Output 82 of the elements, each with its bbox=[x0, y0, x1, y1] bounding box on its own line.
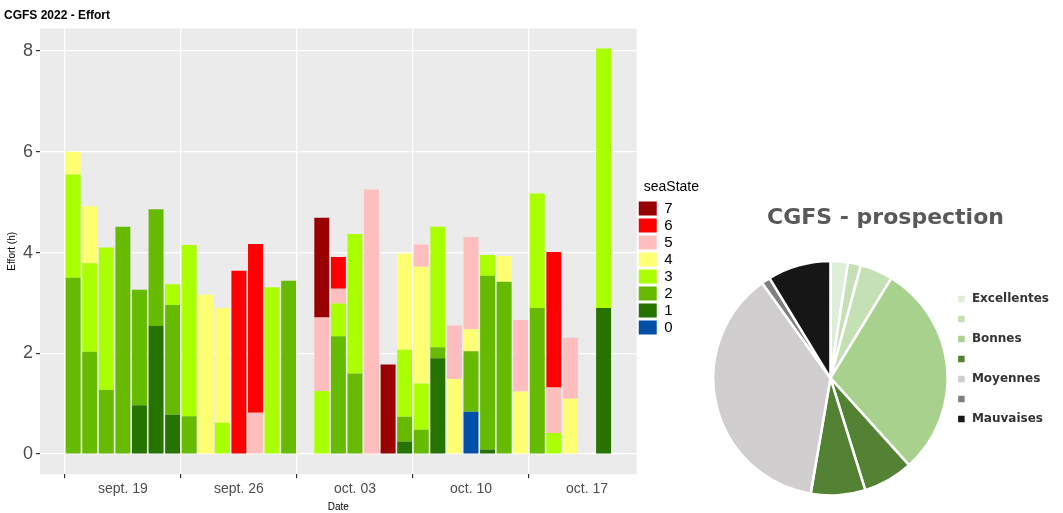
x-tick-label: oct. 10 bbox=[449, 480, 493, 497]
bar bbox=[397, 416, 413, 442]
y-tick-label: 0 bbox=[23, 443, 34, 464]
bar bbox=[330, 257, 346, 289]
bar bbox=[231, 270, 247, 454]
bar bbox=[65, 151, 81, 175]
bar bbox=[529, 193, 545, 308]
bar bbox=[430, 226, 446, 348]
legend-label: 3 bbox=[664, 266, 673, 284]
y-tick-label: 6 bbox=[23, 140, 34, 161]
legend-label: 4 bbox=[664, 249, 673, 267]
y-tick-label: 4 bbox=[23, 241, 34, 262]
bar bbox=[463, 411, 479, 454]
bar bbox=[397, 441, 413, 454]
bar bbox=[198, 294, 214, 454]
legend-label: 1 bbox=[664, 300, 673, 318]
bar bbox=[397, 349, 413, 417]
y-tick-label: 2 bbox=[23, 342, 34, 363]
bar bbox=[413, 244, 429, 267]
bar bbox=[546, 252, 562, 388]
bar bbox=[364, 189, 380, 454]
bar bbox=[397, 253, 413, 350]
bar bbox=[214, 307, 230, 423]
legend-label: 5 bbox=[664, 232, 673, 250]
bar bbox=[131, 289, 147, 406]
bar bbox=[562, 337, 578, 399]
bar bbox=[529, 307, 545, 454]
legend-label: Moyennes bbox=[971, 371, 1041, 386]
bar bbox=[214, 422, 230, 454]
legend-label: Bonnes bbox=[971, 331, 1022, 346]
x-axis-title: Date bbox=[327, 500, 350, 512]
bar bbox=[330, 288, 346, 304]
bar bbox=[248, 244, 263, 413]
bar bbox=[513, 320, 529, 392]
bar bbox=[131, 405, 147, 454]
legend-label: 7 bbox=[664, 198, 673, 216]
bar bbox=[413, 383, 429, 430]
bar bbox=[314, 391, 330, 454]
y-axis-title: Effort (h) bbox=[5, 231, 17, 271]
legend-label: Mauvaises bbox=[971, 411, 1043, 426]
legend-title: seaState bbox=[643, 177, 700, 194]
bar bbox=[314, 217, 330, 318]
bar bbox=[513, 391, 529, 454]
legend-label: 6 bbox=[664, 215, 673, 233]
bar bbox=[413, 429, 429, 454]
bar bbox=[430, 347, 446, 359]
bar bbox=[446, 325, 462, 379]
chart-title: CGFS 2022 - Effort bbox=[4, 7, 111, 22]
bar bbox=[463, 329, 479, 352]
bar bbox=[430, 358, 446, 454]
x-tick-label: sept. 19 bbox=[97, 480, 148, 497]
bar bbox=[546, 387, 562, 433]
bar bbox=[181, 245, 197, 417]
bar bbox=[413, 266, 429, 384]
bar bbox=[264, 287, 280, 454]
legend-label: Excellentes bbox=[971, 291, 1050, 306]
bar bbox=[463, 351, 479, 412]
x-tick-label: sept. 26 bbox=[214, 480, 265, 497]
bar bbox=[181, 416, 197, 454]
bar bbox=[165, 284, 181, 305]
legend-label: 2 bbox=[664, 283, 673, 301]
x-tick-label: oct. 03 bbox=[333, 480, 377, 497]
bar bbox=[480, 275, 496, 450]
bar bbox=[446, 379, 462, 454]
bar bbox=[546, 432, 562, 454]
bar bbox=[496, 281, 512, 454]
bar bbox=[380, 364, 396, 454]
legend-label: 0 bbox=[664, 317, 673, 335]
bar bbox=[596, 48, 612, 308]
bar bbox=[596, 307, 612, 454]
chart-title: CGFS - prospection bbox=[767, 203, 1004, 229]
bar bbox=[248, 412, 263, 454]
bar bbox=[98, 247, 114, 391]
bar bbox=[314, 317, 330, 392]
bar bbox=[82, 206, 98, 264]
bar bbox=[463, 236, 479, 330]
bar bbox=[496, 256, 512, 282]
bar bbox=[281, 280, 297, 454]
y-tick-label: 8 bbox=[23, 40, 34, 61]
x-tick-label: oct. 17 bbox=[566, 480, 609, 497]
bar bbox=[562, 398, 578, 454]
bar bbox=[480, 255, 496, 276]
